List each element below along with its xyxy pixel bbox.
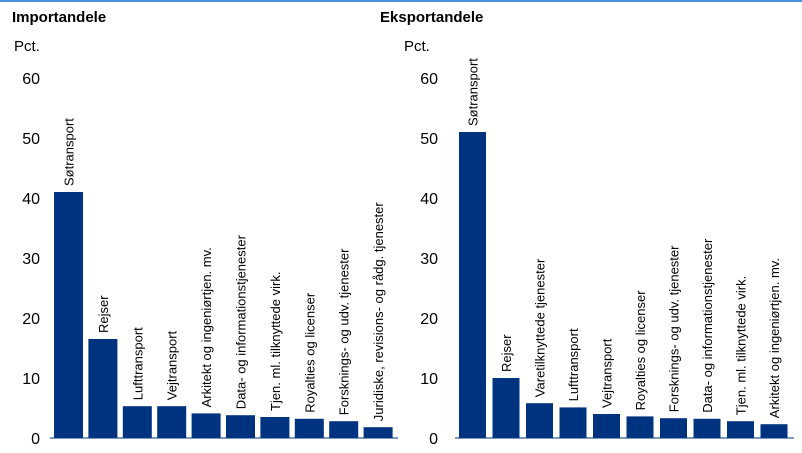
import-bar [122,406,152,438]
import-bar [88,339,118,438]
import-bar [191,413,221,438]
export-bar-label: Tjen. ml. tilknyttede virk. [734,276,749,415]
import-bar-labels: Søtransport Rejser Lufttransport Vejtranspo… [62,118,387,422]
export-bar-label: Forsknings- og udv. tjenester [667,245,682,412]
import-bar-label: Data- og informationstjenester [234,234,249,409]
export-y-tick-label: 0 [429,431,438,448]
top-rule [0,0,802,2]
export-y-axis-label: Pct. [404,38,430,55]
export-bar-label: Royalties og licenser [633,290,648,411]
import-bar-label: Arkitekt og ingeniørtjen. mv. [199,247,214,407]
import-y-ticks: 0 10 20 30 40 50 60 [22,71,40,448]
import-bar-label: Tjen. ml. tilknyttede virk. [268,272,283,411]
import-bar [329,421,359,438]
import-y-tick-label: 10 [22,371,40,388]
export-y-tick-label: 30 [420,251,438,268]
import-y-axis-label: Pct. [14,38,40,55]
export-bar [760,424,788,438]
export-y-tick-label: 60 [420,71,438,88]
import-y-tick-label: 0 [31,431,40,448]
export-bar-label: Varetilknyttede tjenester [533,258,548,397]
export-bar [693,418,721,438]
export-bar [626,416,654,438]
export-y-tick-label: 20 [420,311,438,328]
export-bar-label: Lufttransport [566,328,581,401]
export-bars [455,132,794,439]
export-bar-label: Rejser [499,334,514,372]
export-y-ticks: 0 10 20 30 40 50 60 [420,71,438,448]
export-chart-panel: Eksportandele Pct. 0 10 20 30 40 50 60 Søtrans… [380,9,794,448]
export-bar [727,421,754,438]
export-bar-label: Arkitekt og ingeniørtjen. mv. [767,258,782,418]
import-chart-title: Importandele [12,9,106,26]
import-bar-label: Vejtransport [165,330,180,400]
export-bar-label: Søtransport [466,58,481,126]
export-y-tick-label: 50 [420,131,438,148]
import-bar [260,417,290,438]
import-bar [294,418,324,438]
import-bar-label: Søtransport [62,118,77,186]
import-bar [363,427,393,438]
export-chart-title: Eksportandele [380,9,483,26]
import-y-tick-label: 60 [22,71,40,88]
export-bar-labels: Søtransport Rejser Varetilknyttede tjenest… [466,58,783,419]
export-bar [459,132,486,438]
import-bar-label: Forsknings- og udv. tjenester [337,248,352,415]
import-bar-label: Royalties og licenser [302,292,317,413]
import-y-tick-label: 50 [22,131,40,148]
export-bar-label: Data- og informationstjenester [700,238,715,413]
import-bar-label: Lufttransport [130,327,145,400]
import-bar [54,192,83,438]
export-bar [492,378,520,438]
export-bar [559,407,587,438]
export-bar [660,418,687,438]
import-bar [226,415,255,438]
import-chart-panel: Importandele Pct. 0 10 20 30 40 50 60 Søtransp… [12,9,398,448]
import-bar-label: Juridiske, revisions- og rådg. tjenester [371,202,386,422]
import-bars [50,192,398,439]
import-y-tick-label: 40 [22,191,40,208]
import-bar [157,406,187,438]
import-y-tick-label: 30 [22,251,40,268]
import-y-tick-label: 20 [22,311,40,328]
export-bar [526,403,553,438]
export-bar-label: Vejtransport [600,338,615,408]
import-bar-label: Rejser [96,295,111,333]
export-y-tick-label: 10 [420,371,438,388]
export-bar [593,414,620,438]
export-y-tick-label: 40 [420,191,438,208]
